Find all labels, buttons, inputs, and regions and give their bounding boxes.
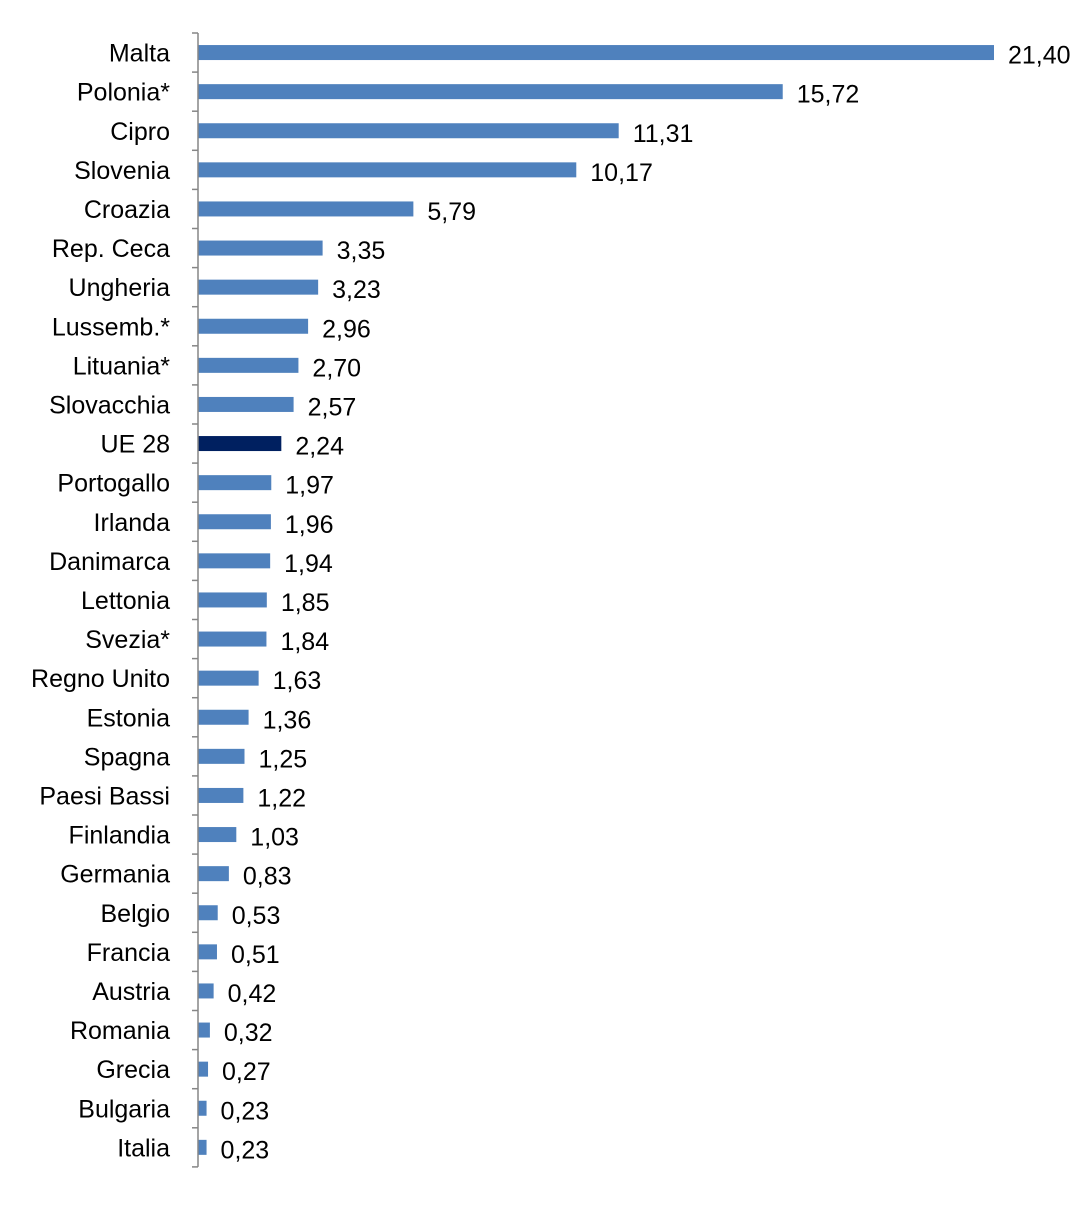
bar-finlandia	[198, 827, 237, 843]
bar-irlanda	[198, 514, 271, 530]
category-label-belgio: Belgio	[101, 900, 171, 928]
bar-regno-unito	[198, 670, 259, 686]
bar-croazia	[198, 201, 414, 217]
value-label-regno-unito: 1,63	[273, 667, 322, 695]
value-label-francia: 0,51	[231, 941, 280, 969]
category-label-germania: Germania	[60, 861, 170, 889]
value-label-slovacchia: 2,57	[308, 393, 357, 421]
bar-bulgaria	[198, 1100, 207, 1116]
bar-slovacchia	[198, 396, 294, 412]
bar-slovenia	[198, 162, 577, 178]
value-labels-layer: 21,40 15,72 11,31 10,17 5,79 3,35 3,23 2,96 2,70…	[221, 42, 1071, 1165]
bar-francia	[198, 944, 217, 960]
bar-ungheria	[198, 279, 319, 295]
value-label-bulgaria: 0,23	[221, 1097, 270, 1125]
y-axis-layer	[192, 32, 199, 1168]
bar-romania	[198, 1022, 210, 1038]
category-label-croazia: Croazia	[84, 196, 170, 224]
category-label-ungheria: Ungheria	[69, 274, 171, 302]
bar-rep-ceca	[198, 240, 323, 256]
category-label-lussemb: Lussemb.*	[52, 313, 170, 341]
value-label-irlanda: 1,96	[285, 511, 334, 539]
value-label-cipro: 11,31	[633, 120, 694, 148]
bar-malta	[198, 45, 994, 61]
bar-grecia	[198, 1061, 209, 1077]
value-label-belgio: 0,53	[232, 902, 281, 930]
category-label-estonia: Estonia	[87, 704, 170, 732]
bars-layer	[198, 45, 994, 1155]
value-label-rep-ceca: 3,35	[337, 237, 386, 265]
bar-portogallo	[198, 475, 272, 491]
bar-lussemb	[198, 318, 309, 334]
category-label-italia: Italia	[117, 1134, 170, 1162]
value-label-ue-28: 2,24	[295, 433, 344, 461]
value-label-lettonia: 1,85	[281, 589, 330, 617]
value-label-slovenia: 10,17	[590, 159, 653, 187]
category-label-polonia: Polonia*	[77, 79, 170, 107]
bar-austria	[198, 983, 214, 999]
category-label-cipro: Cipro	[110, 118, 170, 146]
value-label-paesi-bassi: 1,22	[257, 784, 306, 812]
category-label-francia: Francia	[87, 939, 170, 967]
category-label-rep-ceca: Rep. Ceca	[52, 235, 170, 263]
value-label-germania: 0,83	[243, 863, 292, 891]
category-labels-layer: Malta Polonia* Cipro Slovenia Croazia Rep. Ce…	[31, 40, 170, 1163]
bar-ue-28	[198, 436, 282, 452]
bar-polonia	[198, 84, 783, 100]
value-label-grecia: 0,27	[222, 1058, 271, 1086]
category-label-bulgaria: Bulgaria	[78, 1095, 170, 1123]
value-label-svezia: 1,84	[280, 628, 329, 656]
category-label-austria: Austria	[92, 978, 170, 1006]
value-label-malta: 21,40	[1008, 42, 1071, 70]
value-label-croazia: 5,79	[427, 198, 476, 226]
category-label-lettonia: Lettonia	[81, 587, 170, 615]
value-label-finlandia: 1,03	[250, 824, 299, 852]
category-label-slovenia: Slovenia	[74, 157, 170, 185]
bar-belgio	[198, 905, 218, 921]
category-label-grecia: Grecia	[96, 1056, 170, 1084]
value-label-lituania: 2,70	[312, 354, 361, 382]
category-label-svezia: Svezia*	[85, 626, 170, 654]
bar-svezia	[198, 631, 267, 647]
bar-estonia	[198, 709, 249, 725]
bar-spagna	[198, 748, 245, 764]
value-label-portogallo: 1,97	[285, 472, 334, 500]
category-label-romania: Romania	[70, 1017, 170, 1045]
category-label-finlandia: Finlandia	[69, 822, 171, 850]
value-label-italia: 0,23	[221, 1136, 270, 1164]
category-label-slovacchia: Slovacchia	[49, 391, 170, 419]
category-label-paesi-bassi: Paesi Bassi	[39, 782, 170, 810]
category-label-lituania: Lituania*	[73, 352, 171, 380]
category-label-malta: Malta	[109, 40, 170, 68]
category-label-spagna: Spagna	[84, 743, 170, 771]
category-label-danimarca: Danimarca	[49, 548, 170, 576]
value-label-lussemb: 2,96	[322, 315, 371, 343]
value-label-romania: 0,32	[224, 1019, 273, 1047]
category-label-ue-28: UE 28	[101, 431, 170, 459]
category-label-regno-unito: Regno Unito	[31, 665, 170, 693]
bar-lettonia	[198, 592, 267, 608]
category-label-irlanda: Irlanda	[94, 509, 171, 537]
bar-danimarca	[198, 553, 271, 569]
bar-italia	[198, 1139, 207, 1155]
value-label-polonia: 15,72	[797, 81, 860, 109]
value-label-spagna: 1,25	[258, 745, 307, 773]
value-label-danimarca: 1,94	[284, 550, 333, 578]
bar-cipro	[198, 123, 619, 139]
value-label-austria: 0,42	[228, 980, 277, 1008]
bar-paesi-bassi	[198, 787, 244, 803]
category-label-portogallo: Portogallo	[57, 470, 170, 498]
value-label-ungheria: 3,23	[332, 276, 381, 304]
bar-lituania	[198, 357, 299, 373]
value-label-estonia: 1,36	[263, 706, 312, 734]
bar-germania	[198, 866, 229, 882]
